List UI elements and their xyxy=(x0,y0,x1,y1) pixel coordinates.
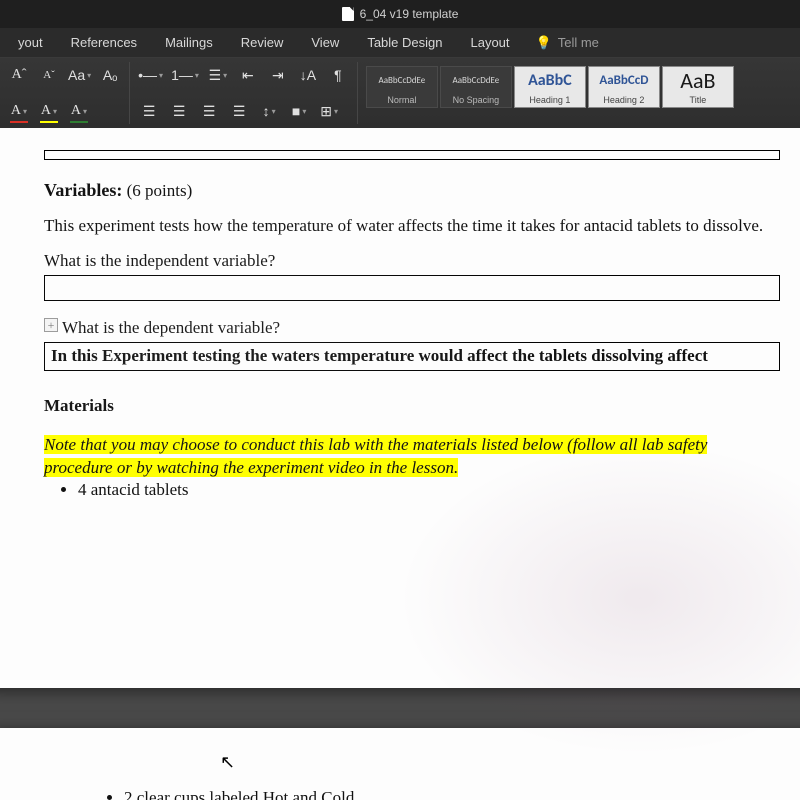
chevron-down-icon: ▾ xyxy=(223,71,227,80)
paragraph-group: •—▾ 1—▾ ☰▾ ⇤ ⇥ ↓A ¶ ☰ ☰ ☰ ☰ ↕▾ ■▾ ⊞▾ xyxy=(136,62,358,124)
list-item: 4 antacid tablets xyxy=(78,480,780,500)
lightbulb-icon: 💡 xyxy=(536,35,552,51)
style-tile[interactable]: AaBbCcDHeading 2 xyxy=(588,66,660,108)
experiment-intro: This experiment tests how the temperatur… xyxy=(44,215,780,238)
chevron-down-icon: ▾ xyxy=(272,107,276,116)
tell-me-label: Tell me xyxy=(558,35,599,50)
style-label: No Spacing xyxy=(453,94,500,107)
materials-list-page2: 2 clear cups labeled Hot and ColdWaterTi… xyxy=(90,788,780,800)
show-marks-button[interactable]: ¶ xyxy=(327,64,349,86)
dependent-question: What is the dependent variable? xyxy=(62,318,280,337)
justify-button[interactable]: ☰ xyxy=(228,100,250,122)
grow-font-button[interactable]: Aˆ xyxy=(8,64,30,86)
style-preview: AaBbCcDdEe xyxy=(453,67,500,94)
clipped-table-row xyxy=(44,150,780,160)
document-icon xyxy=(342,7,354,21)
style-tile[interactable]: AaBTitle xyxy=(662,66,734,108)
align-right-button[interactable]: ☰ xyxy=(198,100,220,122)
window-title: 6_04 v19 template xyxy=(360,7,459,21)
style-tile[interactable]: AaBbCcDdEeNo Spacing xyxy=(440,66,512,108)
numbering-button[interactable]: 1—▾ xyxy=(171,64,199,86)
style-tile[interactable]: AaBbCHeading 1 xyxy=(514,66,586,108)
dependent-question-line: + What is the dependent variable? xyxy=(44,317,780,340)
chevron-down-icon: ▾ xyxy=(302,107,306,116)
line-spacing-button[interactable]: ↕▾ xyxy=(258,100,280,122)
style-preview: AaBbCcDdEe xyxy=(379,67,426,94)
tab-view[interactable]: View xyxy=(297,29,353,56)
independent-question: What is the independent variable? xyxy=(44,250,780,273)
style-label: Title xyxy=(690,94,707,107)
expand-icon[interactable]: + xyxy=(44,318,58,332)
chevron-down-icon: ▾ xyxy=(195,71,199,80)
font-color-button[interactable]: A ▾ xyxy=(8,100,30,122)
styles-gallery: AaBbCcDdEeNormalAaBbCcDdEeNo SpacingAaBb… xyxy=(366,64,794,110)
style-preview: AaB xyxy=(680,67,715,94)
style-label: Normal xyxy=(387,94,416,107)
underline-swatch xyxy=(70,121,88,123)
styles-group: AaBbCcDdEeNormalAaBbCcDdEeNo SpacingAaBb… xyxy=(364,62,794,124)
tab-mailings[interactable]: Mailings xyxy=(151,29,227,56)
increase-indent-button[interactable]: ⇥ xyxy=(267,64,289,86)
tab-review[interactable]: Review xyxy=(227,29,298,56)
font-color-swatch xyxy=(10,121,28,123)
style-preview: AaBbCcD xyxy=(599,67,648,94)
page-1[interactable]: Variables: (6 points) This experiment te… xyxy=(0,128,800,688)
materials-list-page1: 4 antacid tablets xyxy=(44,480,780,500)
materials-note: Note that you may choose to conduct this… xyxy=(44,434,780,480)
shrink-font-button[interactable]: Aˇ xyxy=(38,64,60,86)
align-left-button[interactable]: ☰ xyxy=(138,100,160,122)
style-label: Heading 2 xyxy=(603,94,644,107)
clear-formatting-button[interactable]: Aₒ xyxy=(99,64,121,86)
multilevel-button[interactable]: ☰▾ xyxy=(207,64,229,86)
ribbon-toolbar: Aˆ Aˇ Aa▾ Aₒ A ▾ A ▾ A ▾ •—▾ xyxy=(0,58,800,128)
underline-color-button[interactable]: A ▾ xyxy=(68,100,90,122)
dependent-answer-box[interactable]: In this Experiment testing the waters te… xyxy=(44,342,780,371)
variables-points: (6 points) xyxy=(122,181,192,200)
bullets-button[interactable]: •—▾ xyxy=(138,64,163,86)
highlight-color-button[interactable]: A ▾ xyxy=(38,100,60,122)
page-2[interactable]: ↖ 2 clear cups labeled Hot and ColdWater… xyxy=(0,728,800,800)
highlight-swatch xyxy=(40,121,58,123)
font-group: Aˆ Aˇ Aa▾ Aₒ A ▾ A ▾ A ▾ xyxy=(6,62,130,124)
shading-button[interactable]: ■▾ xyxy=(288,100,310,122)
ribbon-tabs: yout References Mailings Review View Tab… xyxy=(0,28,800,58)
sort-button[interactable]: ↓A xyxy=(297,64,319,86)
variables-heading-line: Variables: (6 points) xyxy=(44,178,780,203)
tab-table-design[interactable]: Table Design xyxy=(353,29,456,56)
materials-heading: Materials xyxy=(44,395,780,418)
chevron-down-icon: ▾ xyxy=(23,107,27,116)
style-label: Heading 1 xyxy=(529,94,570,107)
align-center-button[interactable]: ☰ xyxy=(168,100,190,122)
chevron-down-icon: ▾ xyxy=(87,71,91,80)
window-titlebar: 6_04 v19 template xyxy=(0,0,800,28)
chevron-down-icon: ▾ xyxy=(53,107,57,116)
tell-me-search[interactable]: 💡 Tell me xyxy=(524,29,611,57)
mouse-cursor-icon: ↖ xyxy=(220,752,235,773)
chevron-down-icon: ▾ xyxy=(334,107,338,116)
materials-note-highlight: Note that you may choose to conduct this… xyxy=(44,435,707,477)
chevron-down-icon: ▾ xyxy=(83,107,87,116)
chevron-down-icon: ▾ xyxy=(159,71,163,80)
variables-heading: Variables: xyxy=(44,180,122,200)
style-tile[interactable]: AaBbCcDdEeNormal xyxy=(366,66,438,108)
change-case-button[interactable]: Aa▾ xyxy=(68,64,91,86)
list-item: 2 clear cups labeled Hot and Cold xyxy=(124,788,780,800)
style-preview: AaBbC xyxy=(528,67,572,94)
tab-layout[interactable]: Layout xyxy=(456,29,523,56)
borders-button[interactable]: ⊞▾ xyxy=(318,100,340,122)
tab-layout-partial[interactable]: yout xyxy=(4,29,57,56)
independent-answer-box[interactable] xyxy=(44,275,780,301)
decrease-indent-button[interactable]: ⇤ xyxy=(237,64,259,86)
document-viewport[interactable]: Variables: (6 points) This experiment te… xyxy=(0,128,800,800)
tab-references[interactable]: References xyxy=(57,29,151,56)
